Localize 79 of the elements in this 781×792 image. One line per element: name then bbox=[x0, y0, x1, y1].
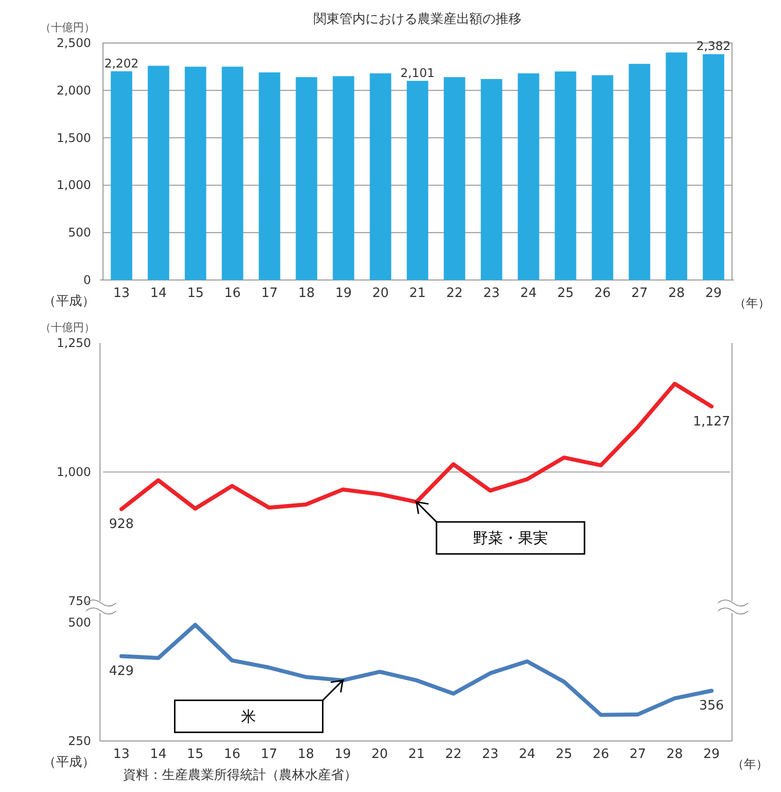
bar bbox=[592, 75, 614, 280]
annotation: 米 bbox=[241, 707, 256, 726]
x-tick-label: 26 bbox=[594, 286, 611, 301]
x-tick-label: 23 bbox=[483, 286, 500, 301]
x-tick-label: 18 bbox=[298, 286, 315, 301]
x-tick-label: 15 bbox=[187, 286, 204, 301]
data-label: 928 bbox=[109, 517, 134, 532]
x-tick-label: 21 bbox=[408, 747, 425, 762]
bar bbox=[222, 66, 244, 280]
x-tick-label: 25 bbox=[557, 286, 574, 301]
y-tick-label: 500 bbox=[68, 615, 91, 630]
y-tick-label: 1,500 bbox=[56, 130, 91, 145]
x-tick-label: 19 bbox=[334, 747, 352, 762]
annotation: 野菜・果実 bbox=[473, 528, 548, 547]
x-tick-label: 18 bbox=[298, 747, 314, 762]
y-tick-label: 500 bbox=[68, 226, 91, 240]
bar bbox=[666, 52, 688, 280]
data-label: 429 bbox=[109, 664, 134, 680]
bar bbox=[184, 66, 206, 280]
x-tick-label: 21 bbox=[409, 286, 426, 301]
bar bbox=[628, 64, 650, 280]
x-axis-title: （年） bbox=[732, 757, 768, 771]
x-tick-label: 15 bbox=[186, 747, 204, 762]
data-label: 2,101 bbox=[400, 66, 435, 80]
bar bbox=[332, 76, 354, 280]
bar bbox=[554, 71, 576, 280]
x-tick-label: 27 bbox=[630, 747, 646, 762]
x-tick-label: 16 bbox=[224, 747, 240, 762]
bar bbox=[480, 79, 502, 280]
y-axis-title: （十億円） bbox=[40, 21, 95, 34]
data-label: 2,202 bbox=[104, 56, 139, 70]
x-tick-label: 20 bbox=[372, 286, 389, 301]
bar bbox=[148, 66, 170, 280]
y-tick-label: 2,500 bbox=[56, 36, 91, 50]
data-label: 356 bbox=[699, 698, 724, 714]
bar bbox=[370, 73, 392, 280]
text: （平成） bbox=[43, 294, 95, 309]
x-tick-label: 28 bbox=[666, 747, 683, 762]
x-tick-label: 26 bbox=[592, 747, 610, 762]
text: 資料：生産農業所得統計（農林水産省） bbox=[123, 767, 357, 783]
x-tick-label: 22 bbox=[446, 286, 463, 301]
bar bbox=[258, 72, 280, 280]
y-tick-label: 1,000 bbox=[56, 178, 91, 192]
data-label: 2,382 bbox=[696, 39, 731, 54]
bar bbox=[110, 71, 132, 280]
x-axis-title: （年） bbox=[734, 296, 770, 310]
text: （平成） bbox=[43, 755, 95, 770]
bar bbox=[296, 77, 318, 280]
x-tick-label: 24 bbox=[520, 286, 537, 301]
y-tick-label: 1,250 bbox=[56, 336, 91, 350]
bar bbox=[444, 77, 466, 280]
x-tick-label: 27 bbox=[631, 286, 648, 301]
y-tick-label: 250 bbox=[68, 734, 91, 748]
x-tick-label: 17 bbox=[260, 747, 278, 762]
x-tick-label: 14 bbox=[150, 747, 167, 762]
y-tick-label: 750 bbox=[68, 594, 91, 608]
x-tick-label: 17 bbox=[261, 286, 278, 301]
x-tick-label: 22 bbox=[445, 747, 462, 762]
x-tick-label: 29 bbox=[705, 286, 722, 301]
x-tick-label: 19 bbox=[335, 286, 352, 301]
y-tick-label: 0 bbox=[83, 273, 91, 287]
x-tick-label: 25 bbox=[556, 747, 572, 762]
x-tick-label: 23 bbox=[482, 747, 499, 762]
x-tick-label: 28 bbox=[668, 286, 685, 301]
x-tick-label: 24 bbox=[518, 747, 536, 762]
y-tick-label: 2,000 bbox=[56, 83, 91, 98]
y-axis-title: （十億円） bbox=[40, 321, 95, 334]
chart-title: 関東管内における農業産出額の推移 bbox=[314, 11, 522, 27]
x-tick-label: 13 bbox=[113, 747, 130, 762]
x-tick-label: 20 bbox=[371, 747, 388, 762]
x-tick-label: 13 bbox=[113, 286, 130, 301]
bar bbox=[406, 80, 428, 280]
x-tick-label: 16 bbox=[224, 286, 241, 301]
x-tick-label: 14 bbox=[150, 286, 167, 301]
bar bbox=[518, 73, 540, 280]
bar bbox=[702, 54, 724, 280]
x-tick-label: 29 bbox=[703, 747, 720, 762]
data-label: 1,127 bbox=[692, 414, 730, 430]
y-tick-label: 1,000 bbox=[56, 465, 91, 479]
